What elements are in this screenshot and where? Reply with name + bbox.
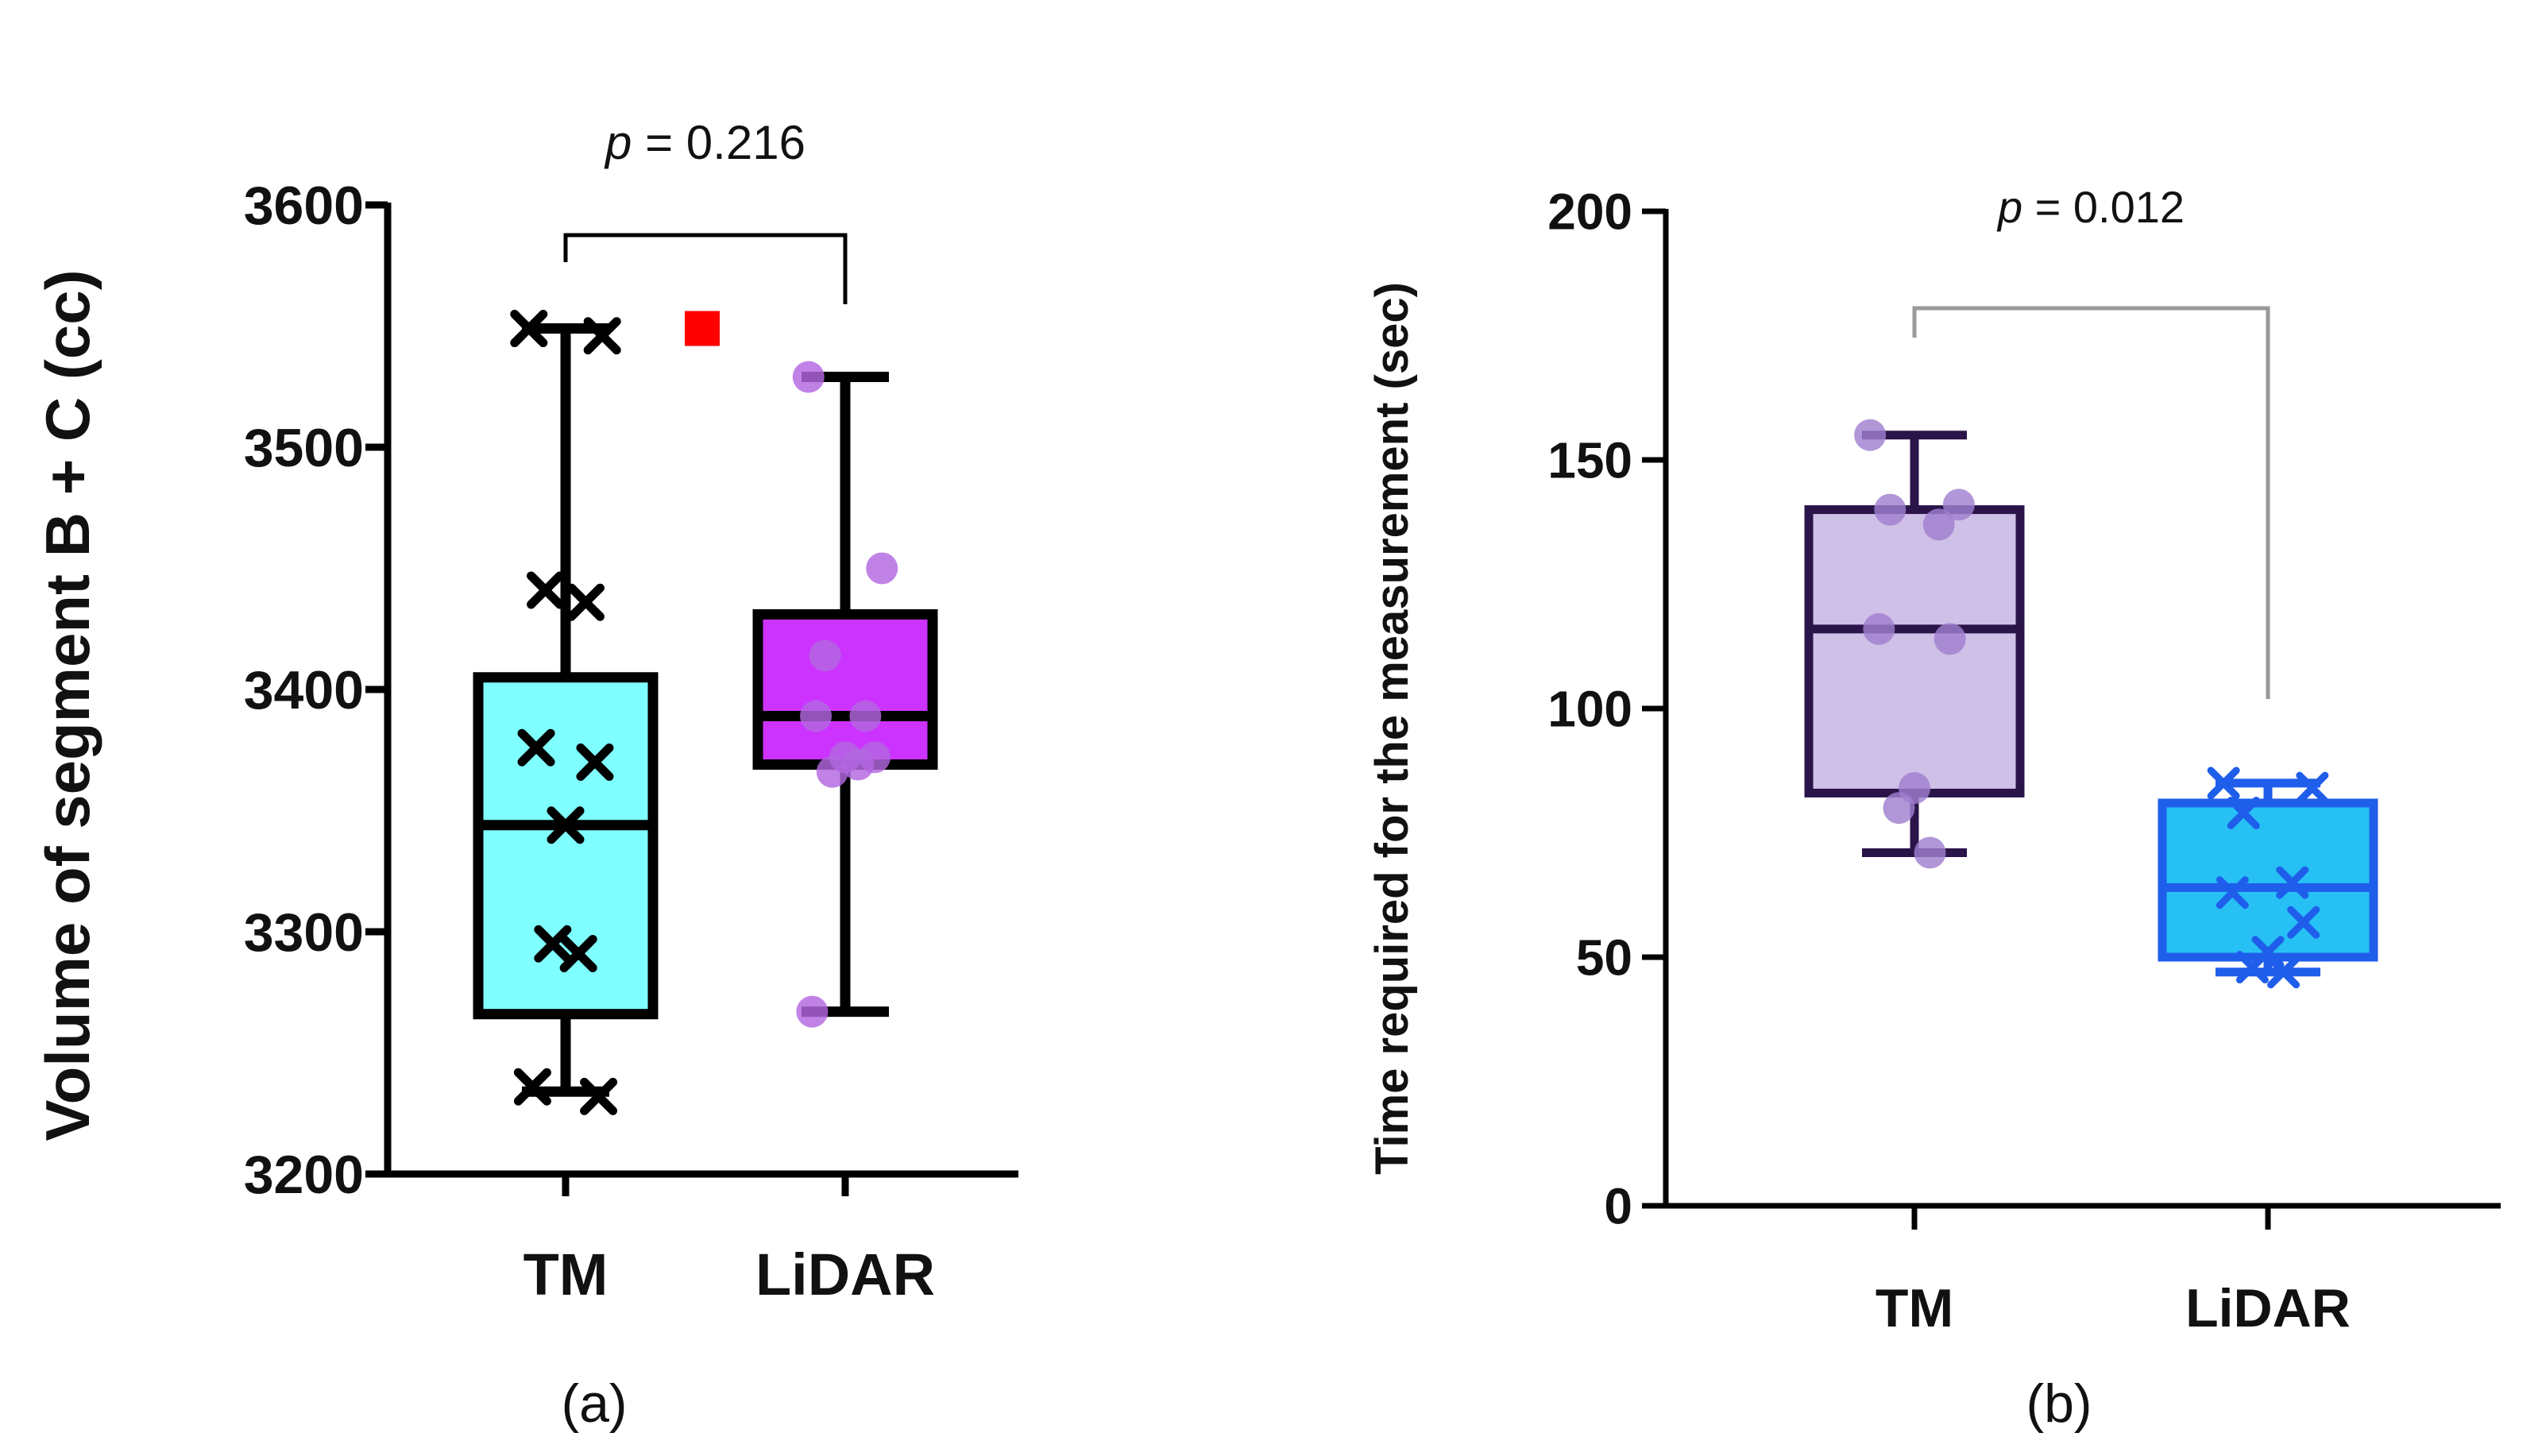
data-point [849, 700, 882, 732]
panel-b: 0 50 100 150 200 Time required for the measur… [1366, 182, 2501, 1434]
data-point [527, 571, 565, 609]
data-point [1863, 612, 1895, 645]
data-point [1883, 792, 1915, 825]
data-point [1874, 493, 1907, 526]
y-tick-label: 200 [1547, 183, 1632, 240]
box-lidar [752, 361, 938, 1028]
iqr-box [2158, 798, 2378, 962]
y-tick-label: 0 [1604, 1177, 1632, 1234]
panel-caption: (a) [561, 1373, 627, 1434]
data-point [559, 934, 597, 972]
data-point [547, 806, 585, 844]
data-point [866, 552, 898, 585]
p-value-label: p = 0.216 [604, 116, 805, 169]
x-category-label: TM [523, 1242, 608, 1307]
y-axis-title: Volume of segment B + C (cc) [33, 269, 102, 1141]
box-tm [473, 310, 659, 1115]
data-point [576, 743, 614, 781]
data-point [2276, 866, 2309, 899]
p-symbol: p [1996, 182, 2022, 232]
data-point [510, 310, 548, 348]
data-point [513, 1068, 551, 1106]
data-point [566, 583, 605, 621]
data-point [842, 748, 875, 781]
y-tick-label: 100 [1547, 680, 1632, 737]
data-point [2267, 956, 2301, 989]
data-point [1914, 836, 1946, 869]
significance-bracket [563, 233, 848, 304]
p-value-text: = 0.216 [632, 116, 805, 169]
p-symbol: p [604, 116, 632, 169]
y-tick-label: 3400 [244, 660, 364, 720]
data-point [792, 361, 825, 393]
box-tm [1804, 419, 2025, 869]
data-point [2207, 767, 2240, 800]
box-lidar [2158, 767, 2378, 989]
x-category-label: LiDAR [2185, 1278, 2351, 1338]
iqr-box [1804, 505, 2025, 798]
data-point [2296, 771, 2329, 805]
y-tick-label: 3600 [244, 176, 364, 236]
data-point [1942, 489, 1975, 521]
y-tick-label: 50 [1576, 929, 1632, 986]
significance-bracket [1912, 306, 2270, 699]
data-point [816, 755, 848, 788]
data-point [809, 639, 841, 672]
y-tick-label: 3300 [244, 902, 364, 963]
data-point [2287, 906, 2320, 939]
panel-a: 3200 3300 3400 3500 3600 Volume of segment B … [33, 116, 1018, 1434]
p-value-label: p = 0.012 [1996, 182, 2185, 232]
data-point [1922, 508, 1955, 541]
data-point [1854, 419, 1887, 451]
data-point [534, 925, 572, 963]
data-point [580, 1077, 618, 1115]
data-point [1934, 623, 1966, 655]
y-tick-label: 3200 [244, 1145, 364, 1205]
x-category-label: LiDAR [755, 1242, 935, 1307]
data-point [800, 700, 833, 732]
data-point [2227, 796, 2260, 829]
p-value-text: = 0.012 [2022, 182, 2185, 232]
panel-caption: (b) [2026, 1373, 2092, 1434]
y-tick-label: 3500 [244, 418, 364, 478]
data-point [2216, 876, 2249, 910]
x-category-label: TM [1876, 1278, 1953, 1338]
red-square-marker [685, 311, 720, 346]
data-point [2235, 951, 2269, 984]
y-axis-title: Time required for the measurement (sec) [1366, 282, 1418, 1175]
y-tick-label: 150 [1547, 431, 1632, 489]
data-point [517, 728, 555, 767]
data-point [796, 995, 829, 1028]
data-point [583, 317, 621, 355]
